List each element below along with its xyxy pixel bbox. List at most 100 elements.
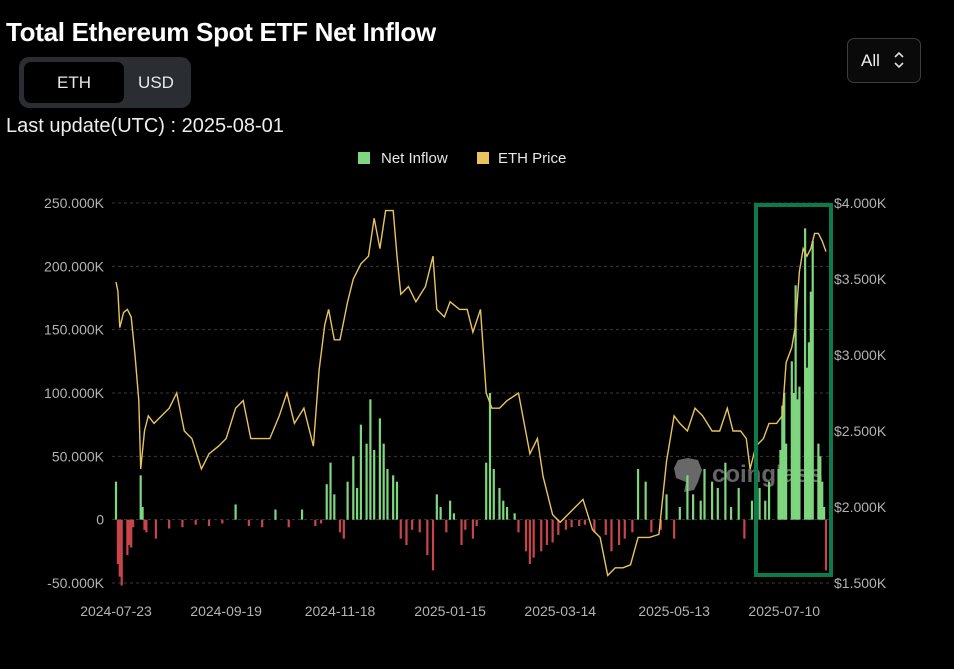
inflow-bar (369, 399, 372, 520)
legend-swatch-eth-price (477, 152, 489, 164)
unit-toggle: ETH USD (19, 57, 191, 108)
y-right-tick-label: $3.500K (834, 271, 887, 287)
inflow-bar (338, 519, 342, 533)
inflow-bar (623, 519, 626, 539)
inflow-bar (716, 488, 719, 520)
inflow-bar (551, 519, 554, 543)
inflow-bar (729, 507, 733, 520)
inflow-bar (475, 519, 478, 526)
eth-price-line (115, 209, 827, 577)
inflow-bar (145, 519, 148, 533)
inflow-bar (128, 519, 131, 545)
inflow-bar (583, 519, 587, 525)
inflow-bar (817, 443, 820, 520)
y-right-tick-label: $3.000K (834, 347, 887, 363)
x-tick-label: 2024-11-18 (305, 603, 376, 619)
inflow-bar (807, 342, 811, 520)
inflow-bar (126, 519, 129, 556)
inflow-bar (819, 456, 822, 520)
inflow-bar (426, 519, 429, 556)
inflow-bar (783, 393, 786, 520)
inflow-bar (247, 519, 250, 526)
inflow-bar (445, 519, 448, 533)
inflow-bar (659, 519, 662, 530)
inflow-bar (513, 513, 516, 520)
inflow-bar (796, 399, 799, 520)
inflow-bar (485, 462, 488, 520)
inflow-bar (798, 386, 801, 520)
grid-lines (112, 202, 830, 584)
inflow-bar (686, 475, 689, 520)
inflow-bar (143, 519, 146, 530)
inflow-bar (365, 443, 368, 520)
x-tick-label: 2024-07-23 (80, 603, 152, 619)
inflow-bar (777, 469, 780, 520)
toggle-usd-button[interactable]: USD (138, 73, 174, 92)
inflow-bar (234, 504, 237, 520)
inflow-bar (737, 488, 740, 520)
inflow-bar (116, 519, 119, 564)
inflow-bar (673, 519, 676, 539)
inflow-bar (287, 519, 290, 528)
legend-label-eth-price: ETH Price (498, 150, 566, 167)
x-tick-label: 2025-05-13 (638, 603, 710, 619)
inflow-bar (346, 481, 349, 520)
inflow-bar (821, 481, 824, 520)
inflow-bar (650, 519, 653, 533)
inflow-bar (678, 507, 681, 520)
y-left-tick-label: 150.000K (44, 322, 105, 338)
inflow-bar (809, 291, 812, 520)
inflow-bar (378, 418, 381, 520)
inflow-bar (386, 469, 389, 520)
inflow-bar (352, 456, 355, 520)
x-tick-label: 2025-01-15 (414, 603, 486, 619)
inflow-bar (517, 519, 520, 533)
inflow-bar (781, 405, 784, 520)
inflow-bar (505, 507, 509, 520)
inflow-bar (790, 361, 793, 520)
inflow-bar (631, 519, 634, 533)
legend-swatch-net-inflow (358, 152, 370, 164)
toggle-eth-button[interactable]: ETH (24, 62, 124, 103)
y-left-tick-label: 0 (96, 512, 104, 528)
inflow-bar (130, 519, 133, 548)
chevron-up-down-icon (894, 51, 904, 69)
inflow-bar (319, 519, 323, 524)
inflow-bar (274, 509, 277, 520)
y-right-tick-label: $4.000K (834, 195, 887, 211)
inflow-bar (502, 500, 505, 520)
x-tick-label: 2025-03-14 (524, 603, 596, 619)
inflow-bar (792, 393, 795, 520)
inflow-bar (168, 519, 171, 529)
y-left-tick-label: -50.000K (47, 575, 104, 591)
inflow-bar (207, 519, 211, 526)
inflow-bar (665, 494, 668, 520)
inflow-bar (471, 519, 474, 539)
range-select[interactable]: All (847, 38, 921, 83)
inflow-bar (325, 484, 328, 520)
inflow-bar (779, 450, 782, 520)
inflow-bar (528, 519, 531, 564)
inflow-bar (545, 519, 549, 545)
y-axis-right: $4.000K $3.500K $3.000K $2.500K $2.000K $1.50… (834, 195, 887, 591)
inflow-bar (431, 519, 435, 571)
chart-legend: Net Inflow ETH Price (358, 150, 566, 167)
legend-label-net-inflow: Net Inflow (381, 150, 448, 167)
page-title: Total Ethereum Spot ETF Net Inflow (6, 17, 436, 47)
inflow-bar (604, 519, 607, 535)
inflow-bar (418, 519, 421, 533)
inflow-bar (373, 450, 376, 520)
inflow-bar (382, 443, 385, 520)
inflow-bar (758, 488, 761, 520)
y-left-tick-label: 50.000K (52, 448, 105, 464)
inflow-bar (300, 509, 304, 520)
inflow-bar (764, 500, 767, 520)
inflow-bar (399, 519, 402, 539)
inflow-bar (131, 519, 135, 528)
inflow-bar (118, 519, 121, 577)
inflow-bar (181, 519, 184, 528)
inflow-bar (750, 500, 754, 520)
inflow-bar (492, 469, 495, 520)
inflow-bar (342, 519, 345, 539)
x-axis: 2024-07-23 2024-09-19 2024-11-18 2025-01-15… (80, 603, 820, 619)
